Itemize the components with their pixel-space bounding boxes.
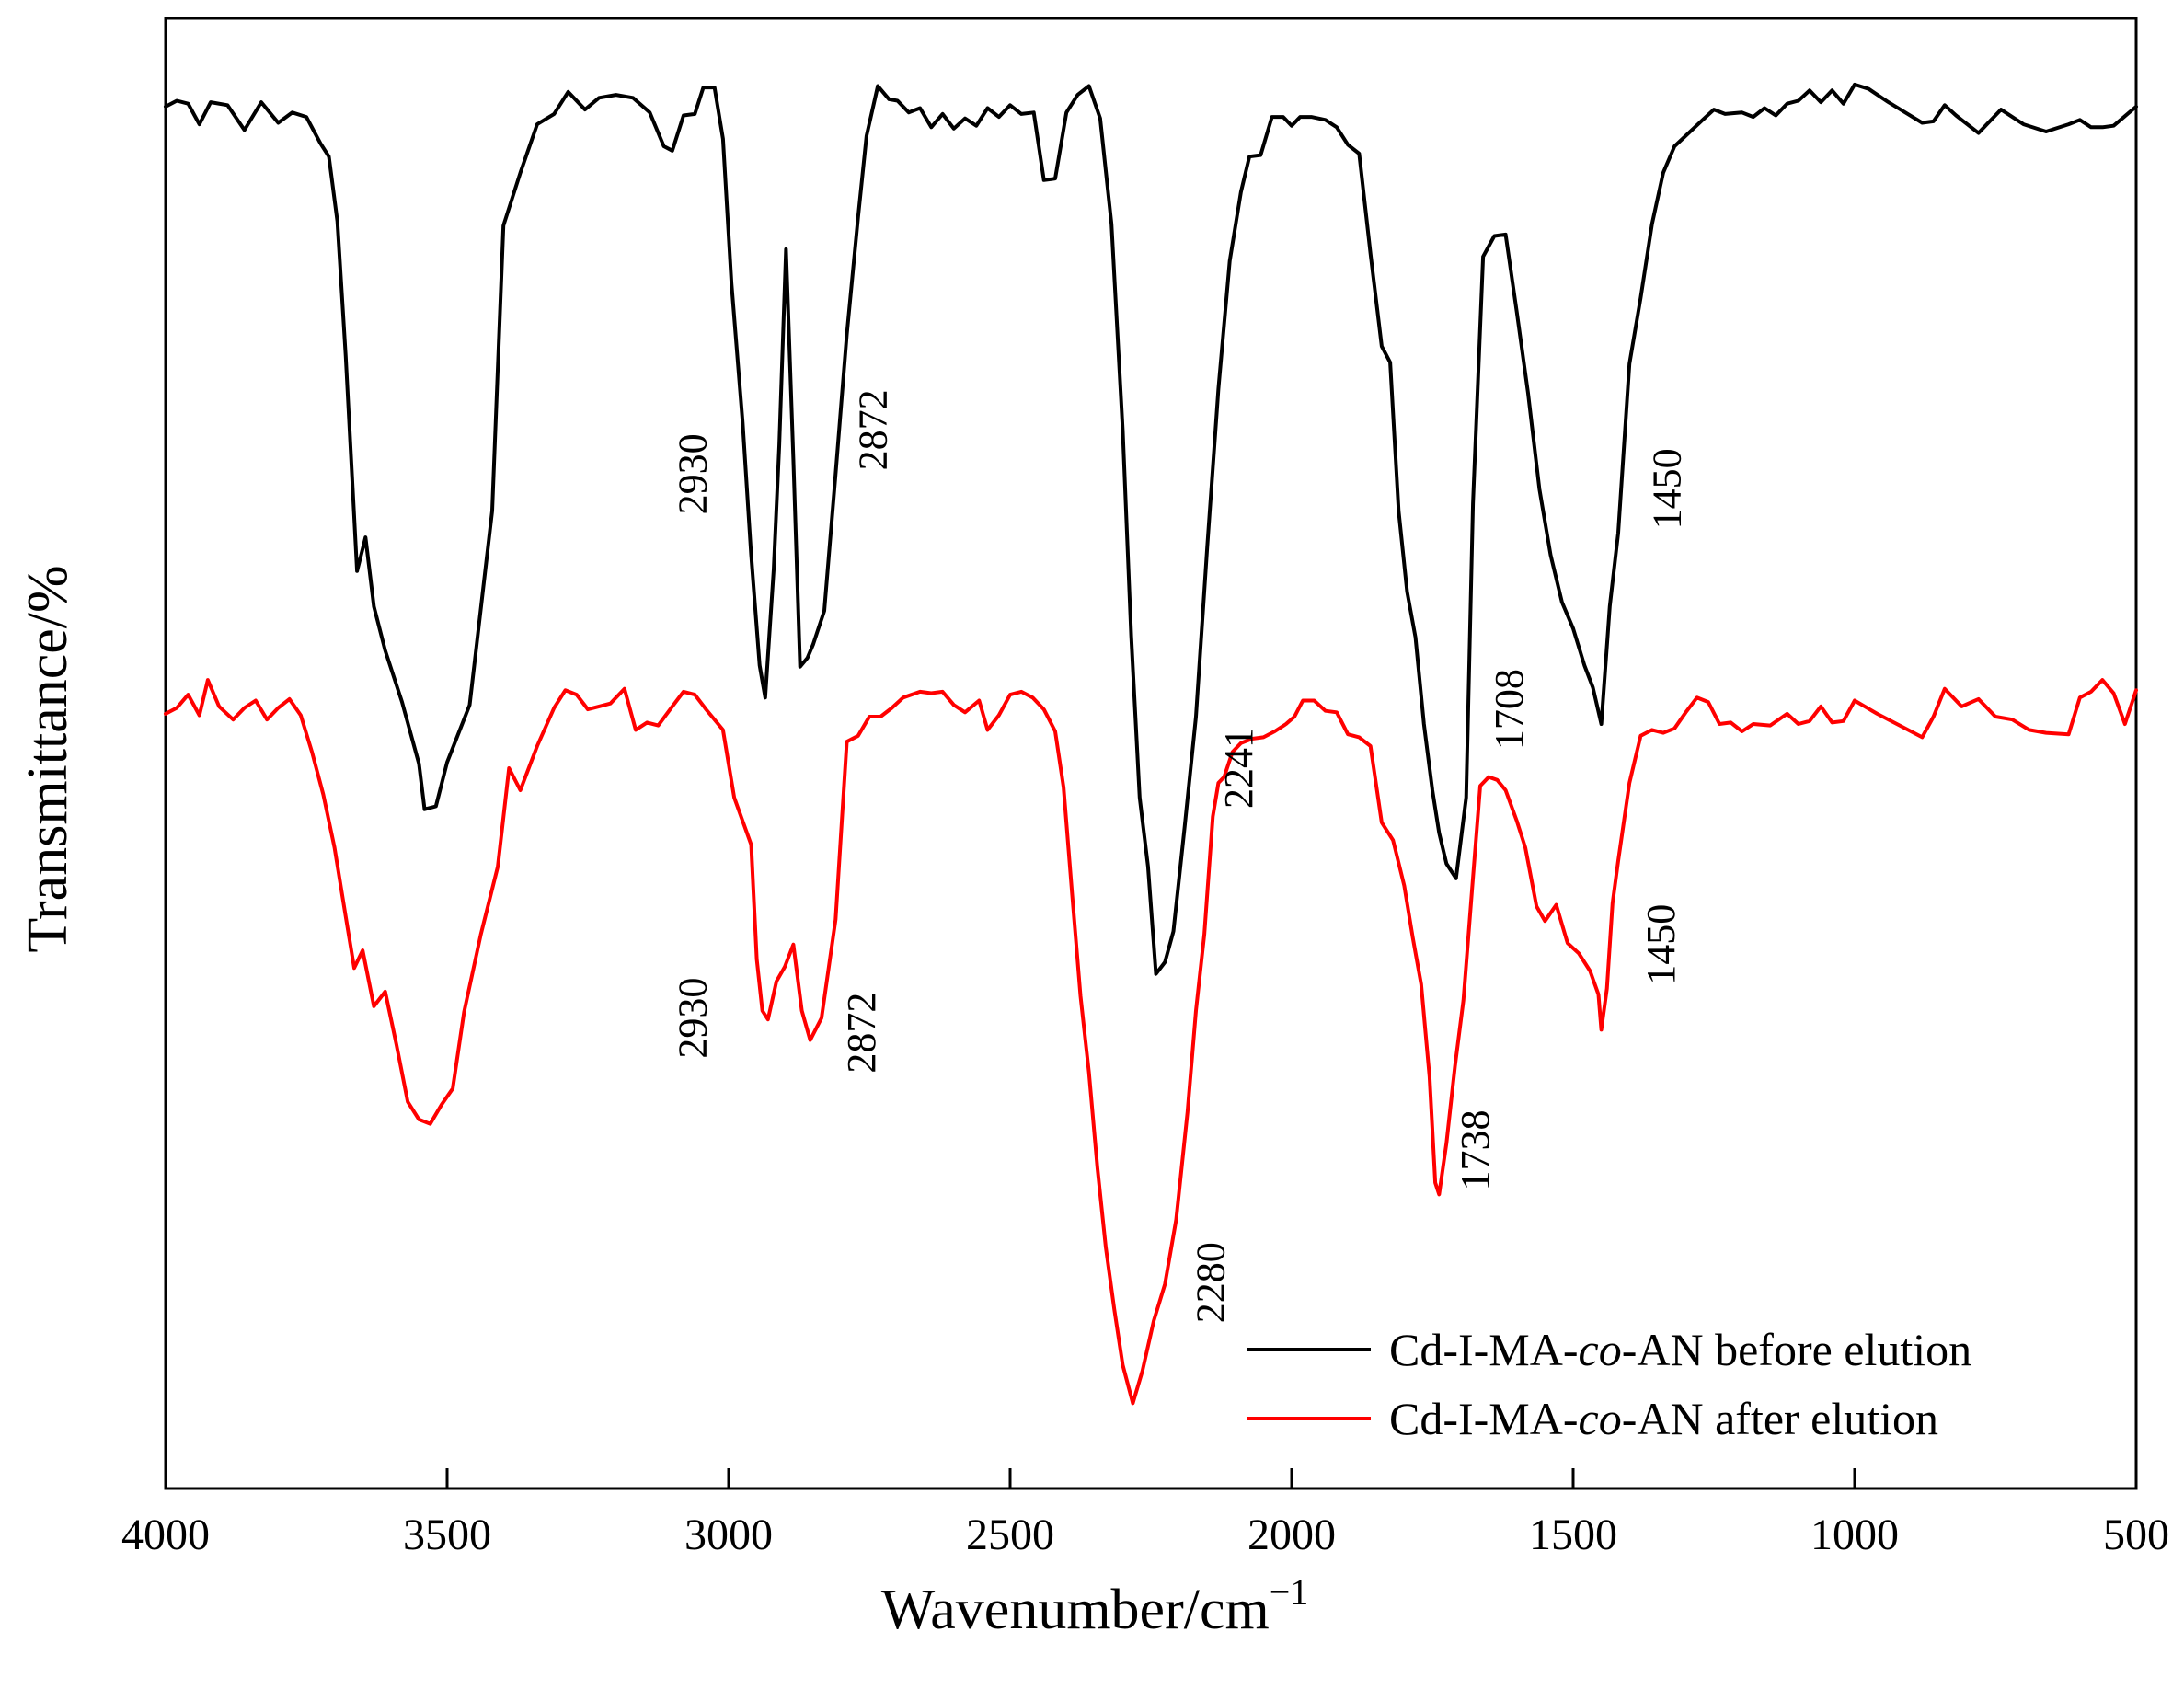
peak-label-after: 2872 bbox=[839, 993, 884, 1074]
peak-label-after: 1738 bbox=[1453, 1110, 1498, 1191]
x-axis-title: Wavenumber/cm−1 bbox=[881, 1571, 1309, 1641]
peak-label-before: 2241 bbox=[1216, 728, 1261, 809]
x-tick-label: 3000 bbox=[684, 1511, 773, 1559]
peak-label-after: 1450 bbox=[1638, 904, 1684, 985]
x-tick-label: 2500 bbox=[966, 1511, 1054, 1559]
x-axis-title-superscript: −1 bbox=[1270, 1571, 1309, 1613]
peak-label-before: 2872 bbox=[850, 389, 895, 470]
peak-label-after: 2280 bbox=[1189, 1242, 1234, 1323]
x-tick-label: 500 bbox=[2103, 1511, 2169, 1559]
peak-label-before: 1708 bbox=[1487, 669, 1532, 750]
peak-annotations: 2930 2872 2241 1708 1450 2930 2872 2280 1738 1450 bbox=[671, 389, 1690, 1323]
x-tick-label: 2000 bbox=[1247, 1511, 1336, 1559]
x-tick-label: 1000 bbox=[1810, 1511, 1899, 1559]
x-tick-label: 3500 bbox=[403, 1511, 491, 1559]
y-axis-title: Transmittance/% bbox=[17, 565, 79, 952]
peak-label-before: 1450 bbox=[1644, 448, 1689, 529]
peak-label-after: 2930 bbox=[671, 978, 716, 1059]
legend-label-before: Cd-I-MA-co-AN before elution bbox=[1389, 1324, 1971, 1375]
series-layer bbox=[164, 82, 2138, 1406]
legend-label-after: Cd-I-MA-co-AN after elution bbox=[1389, 1393, 1938, 1444]
peak-label-before: 2930 bbox=[671, 433, 716, 514]
series-line-after-elution bbox=[164, 678, 2138, 1406]
x-tick-label: 4000 bbox=[121, 1511, 210, 1559]
legend: Cd-I-MA-co-AN before elution Cd-I-MA-co-… bbox=[1247, 1324, 1971, 1444]
x-tick-label: 1500 bbox=[1529, 1511, 1617, 1559]
series-line-before-elution bbox=[164, 82, 2138, 976]
plot-area-frame bbox=[164, 17, 2138, 1490]
x-axis: 4000 3500 3000 2500 2000 1500 1000 500 bbox=[121, 1468, 2169, 1559]
